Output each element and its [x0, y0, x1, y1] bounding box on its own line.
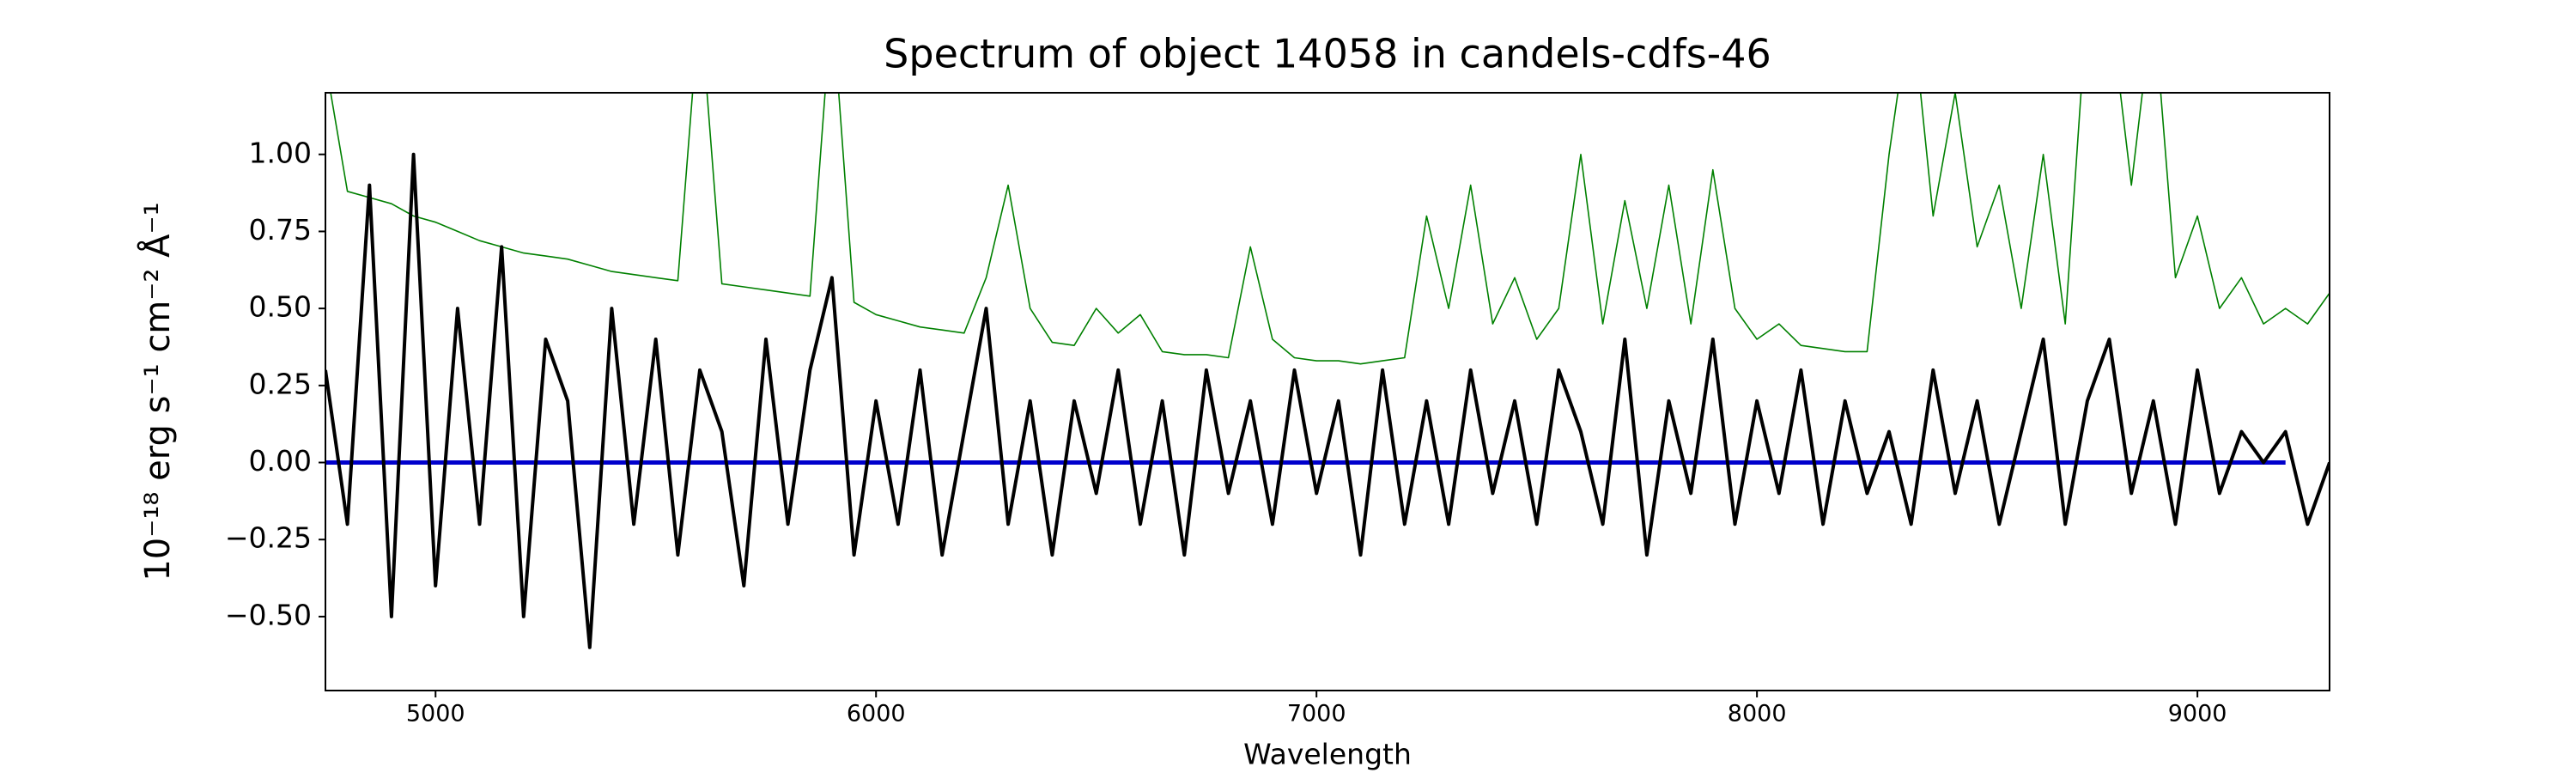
y-tick-label: 0.75: [249, 213, 312, 247]
y-axis-label: 10⁻¹⁸ erg s⁻¹ cm⁻² Å⁻¹: [137, 202, 178, 581]
axes-frame: [325, 92, 2330, 691]
y-tick-label: 0.25: [249, 367, 312, 400]
y-tick-label: 0.00: [249, 444, 312, 478]
y-tick-label: 1.00: [249, 136, 312, 169]
x-tick-label: 7000: [1287, 701, 1346, 727]
chart-title: Spectrum of object 14058 in candels-cdfs…: [884, 31, 1771, 77]
x-axis-label: Wavelength: [1243, 738, 1412, 771]
x-tick-label: 6000: [847, 701, 906, 727]
x-tick-label: 5000: [406, 701, 465, 727]
spectrum-line: [325, 152, 2330, 649]
spectrum-line: [330, 93, 2330, 365]
x-tick-label: 8000: [1728, 701, 1787, 727]
y-tick-label: −0.50: [225, 598, 312, 631]
x-tick-label: 9000: [2168, 701, 2227, 727]
y-tick-label: −0.25: [225, 521, 312, 555]
y-tick-label: 0.50: [249, 290, 312, 324]
plot-area: [325, 93, 2330, 649]
